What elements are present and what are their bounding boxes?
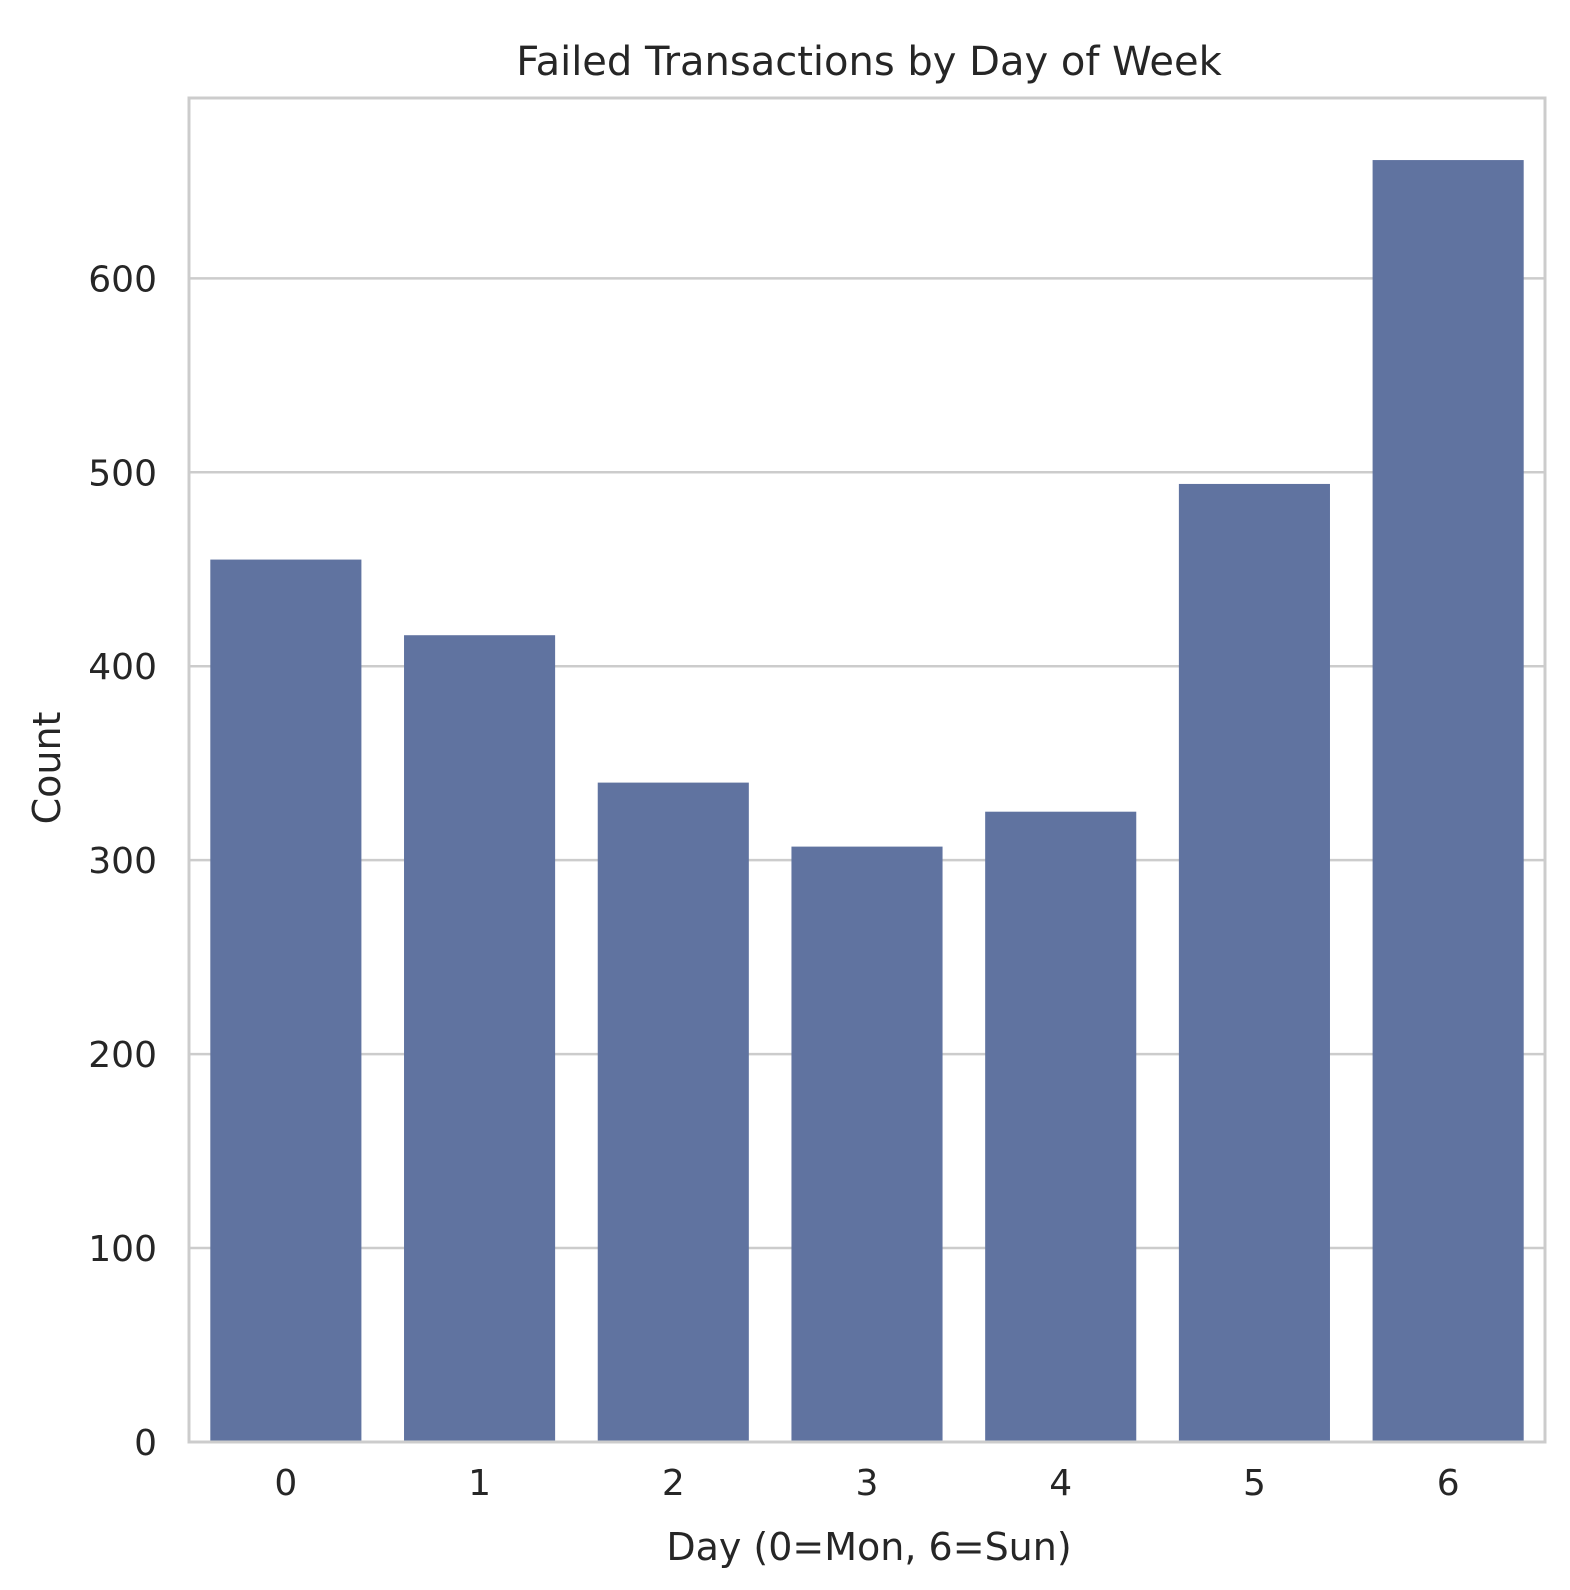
y-tick-label: 0 xyxy=(134,1423,157,1464)
y-tick-label: 600 xyxy=(88,259,157,300)
x-axis-ticks: 0 1 2 3 4 5 6 xyxy=(274,1463,1459,1504)
chart-title: Failed Transactions by Day of Week xyxy=(516,39,1222,85)
x-tick-label: 4 xyxy=(1049,1463,1072,1504)
x-tick-label: 3 xyxy=(856,1463,879,1504)
x-tick-label: 0 xyxy=(274,1463,297,1504)
x-axis-label: Day (0=Mon, 6=Sun) xyxy=(666,1525,1071,1569)
bars xyxy=(210,160,1524,1443)
y-axis-ticks: 0 100 200 300 400 500 600 xyxy=(88,259,157,1464)
y-tick-label: 200 xyxy=(88,1035,157,1076)
bar-6 xyxy=(1372,160,1524,1443)
bar-3 xyxy=(791,846,943,1442)
plot-frame xyxy=(187,96,1547,1444)
bar-4 xyxy=(985,811,1137,1442)
y-axis-label: Count xyxy=(25,712,69,825)
x-tick-label: 6 xyxy=(1437,1463,1460,1504)
x-tick-label: 1 xyxy=(468,1463,491,1504)
bar-5 xyxy=(1178,483,1330,1442)
bar-0 xyxy=(210,559,362,1442)
y-tick-label: 400 xyxy=(88,647,157,688)
bar-1 xyxy=(404,635,556,1442)
y-tick-label: 500 xyxy=(88,453,157,494)
y-tick-label: 100 xyxy=(88,1229,157,1270)
y-tick-label: 300 xyxy=(88,841,157,882)
x-tick-label: 2 xyxy=(662,1463,685,1504)
x-tick-label: 5 xyxy=(1243,1463,1266,1504)
bar-2 xyxy=(597,782,749,1442)
